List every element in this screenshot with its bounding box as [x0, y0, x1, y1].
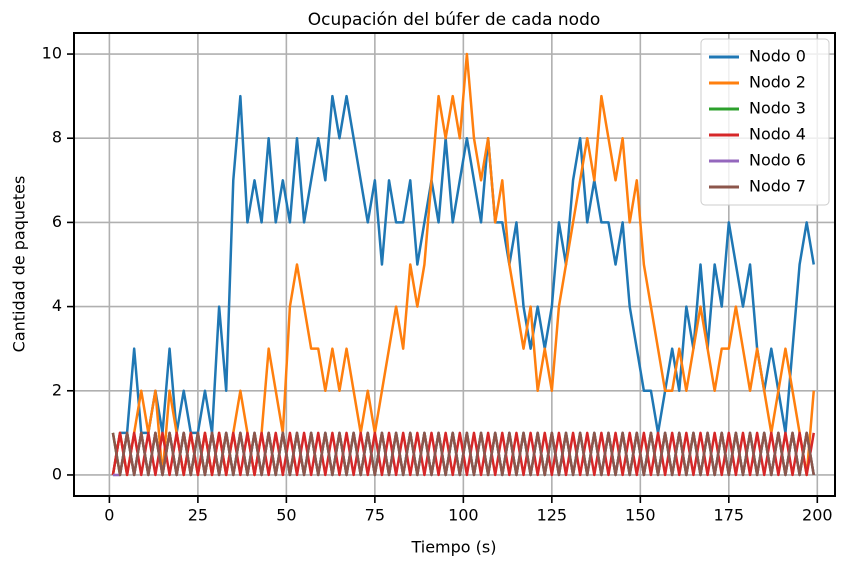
legend-label: Nodo 4: [749, 125, 806, 144]
y-tick-label: 10: [42, 44, 62, 63]
x-tick-label: 150: [625, 506, 656, 525]
series-line: [111, 94, 815, 476]
plot-frame: [73, 32, 836, 497]
legend-label: Nodo 0: [749, 47, 806, 66]
x-tick-label: 200: [802, 506, 833, 525]
axes: 0 25 50 75 100 125 150 175 200 0 2 4 6 8 10: [42, 32, 836, 525]
y-tick-label: 0: [52, 464, 62, 483]
legend-label: Nodo 7: [749, 177, 806, 196]
x-axis-label: Tiempo (s): [410, 538, 496, 557]
legend: Nodo 0 Nodo 2 Nodo 3 Nodo 4 Nodo 6 Nodo 7: [700, 38, 830, 206]
y-tick-label: 8: [52, 128, 62, 147]
series-line: [111, 431, 815, 477]
x-tick-label: 75: [365, 506, 385, 525]
legend-box: [700, 38, 830, 206]
x-tick-label: 175: [714, 506, 745, 525]
y-tick-label: 2: [52, 380, 62, 399]
x-tick-label: 100: [448, 506, 479, 525]
x-tick-label: 0: [104, 506, 114, 525]
legend-label: Nodo 6: [749, 151, 806, 170]
plot-area: [111, 52, 816, 477]
x-tick-label: 25: [188, 506, 208, 525]
y-axis-label: Cantidad de paquetes: [10, 176, 29, 353]
legend-label: Nodo 2: [749, 73, 806, 92]
chart-title: Ocupación del búfer de cada nodo: [308, 10, 601, 30]
y-tick-label: 4: [52, 296, 62, 315]
x-tick-label: 50: [276, 506, 296, 525]
legend-label: Nodo 3: [749, 99, 806, 118]
x-tick-label: 125: [537, 506, 568, 525]
y-tick-label: 6: [52, 212, 62, 231]
